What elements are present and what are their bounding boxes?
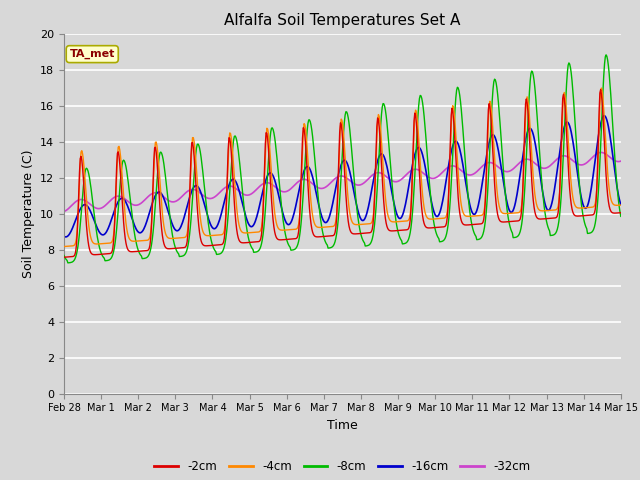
Text: TA_met: TA_met [70,49,115,59]
Y-axis label: Soil Temperature (C): Soil Temperature (C) [22,149,35,278]
X-axis label: Time: Time [327,419,358,432]
Title: Alfalfa Soil Temperatures Set A: Alfalfa Soil Temperatures Set A [224,13,461,28]
Legend: -2cm, -4cm, -8cm, -16cm, -32cm: -2cm, -4cm, -8cm, -16cm, -32cm [150,455,535,478]
